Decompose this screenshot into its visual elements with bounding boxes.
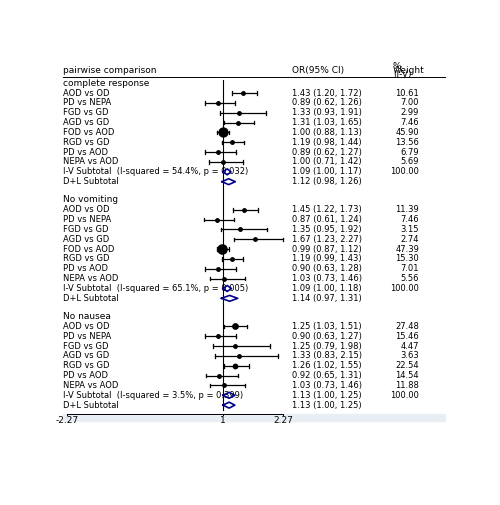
- Text: 100.00: 100.00: [390, 391, 419, 400]
- Text: 0.90 (0.63, 1.28): 0.90 (0.63, 1.28): [292, 264, 362, 273]
- Text: 1.14 (0.97, 1.31): 1.14 (0.97, 1.31): [292, 294, 362, 303]
- Text: FGD vs GD: FGD vs GD: [64, 108, 109, 117]
- Text: AOD vs OD: AOD vs OD: [64, 322, 110, 331]
- Text: 7.01: 7.01: [400, 264, 419, 273]
- Text: 1.67 (1.23, 2.27): 1.67 (1.23, 2.27): [292, 235, 362, 244]
- Text: PD vs NEPA: PD vs NEPA: [64, 332, 112, 341]
- Text: 0.99 (0.87, 1.12): 0.99 (0.87, 1.12): [292, 244, 362, 254]
- Text: 1.00 (0.88, 1.13): 1.00 (0.88, 1.13): [292, 128, 362, 137]
- Text: 13.56: 13.56: [395, 138, 419, 147]
- Text: 7.00: 7.00: [400, 98, 419, 108]
- Text: NEPA vs AOD: NEPA vs AOD: [64, 158, 119, 167]
- Text: 1.33 (0.83, 2.15): 1.33 (0.83, 2.15): [292, 351, 362, 361]
- Text: 0.90 (0.63, 1.27): 0.90 (0.63, 1.27): [292, 332, 362, 341]
- Text: 1: 1: [220, 417, 226, 426]
- Text: 3.63: 3.63: [400, 351, 419, 361]
- Text: 47.39: 47.39: [395, 244, 419, 254]
- Text: 10.61: 10.61: [396, 88, 419, 97]
- Text: AGD vs GD: AGD vs GD: [64, 235, 110, 244]
- Text: 2.99: 2.99: [400, 108, 419, 117]
- Text: (I-V): (I-V): [393, 70, 411, 79]
- Text: 1.25 (1.03, 1.51): 1.25 (1.03, 1.51): [292, 322, 362, 331]
- Text: AOD vs OD: AOD vs OD: [64, 205, 110, 214]
- Text: 6.79: 6.79: [400, 147, 419, 157]
- Text: PD vs AOD: PD vs AOD: [64, 147, 108, 157]
- Text: 5.56: 5.56: [400, 274, 419, 283]
- Text: 27.48: 27.48: [395, 322, 419, 331]
- Text: PD vs AOD: PD vs AOD: [64, 264, 108, 273]
- Text: Weight: Weight: [393, 66, 424, 75]
- Text: 1.19 (0.98, 1.44): 1.19 (0.98, 1.44): [292, 138, 362, 147]
- Text: AGD vs GD: AGD vs GD: [64, 351, 110, 361]
- Text: 1.03 (0.73, 1.46): 1.03 (0.73, 1.46): [292, 381, 362, 390]
- Text: 0.89 (0.62, 1.26): 0.89 (0.62, 1.26): [292, 98, 362, 108]
- Text: pairwise comparison: pairwise comparison: [64, 66, 157, 75]
- Text: 0.89 (0.62, 1.27): 0.89 (0.62, 1.27): [292, 147, 362, 157]
- Text: -2.27: -2.27: [56, 417, 79, 426]
- Text: PD vs NEPA: PD vs NEPA: [64, 98, 112, 108]
- Text: 14.54: 14.54: [396, 371, 419, 380]
- Text: NEPA vs AOD: NEPA vs AOD: [64, 381, 119, 390]
- Text: I-V Subtotal  (I-squared = 54.4%, p = 0.032): I-V Subtotal (I-squared = 54.4%, p = 0.0…: [64, 167, 248, 176]
- Text: 1.13 (1.00, 1.25): 1.13 (1.00, 1.25): [292, 391, 362, 400]
- Text: 0.92 (0.65, 1.31): 0.92 (0.65, 1.31): [292, 371, 362, 380]
- Text: FOD vs AOD: FOD vs AOD: [64, 128, 115, 137]
- Text: %: %: [393, 62, 402, 71]
- Text: D+L Subtotal: D+L Subtotal: [64, 294, 119, 303]
- Text: I-V Subtotal  (I-squared = 65.1%, p = 0.005): I-V Subtotal (I-squared = 65.1%, p = 0.0…: [64, 284, 248, 293]
- Text: 100.00: 100.00: [390, 167, 419, 176]
- Text: OR(95% CI): OR(95% CI): [292, 66, 344, 75]
- Text: D+L Subtotal: D+L Subtotal: [64, 177, 119, 186]
- Text: 1.31 (1.03, 1.65): 1.31 (1.03, 1.65): [292, 118, 362, 127]
- Text: complete response: complete response: [64, 79, 150, 88]
- Text: I-V Subtotal  (I-squared = 3.5%, p = 0.399): I-V Subtotal (I-squared = 3.5%, p = 0.39…: [64, 391, 244, 400]
- Text: FGD vs GD: FGD vs GD: [64, 225, 109, 234]
- Text: AGD vs GD: AGD vs GD: [64, 118, 110, 127]
- Text: 1.25 (0.79, 1.98): 1.25 (0.79, 1.98): [292, 341, 362, 350]
- Text: 1.45 (1.22, 1.73): 1.45 (1.22, 1.73): [292, 205, 362, 214]
- Text: 15.30: 15.30: [396, 255, 419, 264]
- Text: AOD vs OD: AOD vs OD: [64, 88, 110, 97]
- Text: 11.88: 11.88: [395, 381, 419, 390]
- Text: 7.46: 7.46: [400, 118, 419, 127]
- Text: FGD vs GD: FGD vs GD: [64, 341, 109, 350]
- Text: 5.69: 5.69: [400, 158, 419, 167]
- Text: 11.39: 11.39: [396, 205, 419, 214]
- Text: 1.00 (0.71, 1.42): 1.00 (0.71, 1.42): [292, 158, 362, 167]
- Text: No nausea: No nausea: [64, 312, 112, 321]
- Text: PD vs NEPA: PD vs NEPA: [64, 215, 112, 224]
- Text: 1.13 (1.00, 1.25): 1.13 (1.00, 1.25): [292, 400, 362, 410]
- Text: 1.43 (1.20, 1.72): 1.43 (1.20, 1.72): [292, 88, 362, 97]
- Text: 7.46: 7.46: [400, 215, 419, 224]
- Text: 4.47: 4.47: [400, 341, 419, 350]
- Text: 1.26 (1.02, 1.55): 1.26 (1.02, 1.55): [292, 361, 362, 370]
- Text: 1.19 (0.99, 1.43): 1.19 (0.99, 1.43): [292, 255, 362, 264]
- Text: FOD vs AOD: FOD vs AOD: [64, 244, 115, 254]
- Text: 22.54: 22.54: [396, 361, 419, 370]
- Text: 2.74: 2.74: [400, 235, 419, 244]
- Text: 15.46: 15.46: [396, 332, 419, 341]
- Text: 45.90: 45.90: [396, 128, 419, 137]
- Text: 1.12 (0.98, 1.26): 1.12 (0.98, 1.26): [292, 177, 362, 186]
- Text: 1.35 (0.95, 1.92): 1.35 (0.95, 1.92): [292, 225, 362, 234]
- Text: 1.03 (0.73, 1.46): 1.03 (0.73, 1.46): [292, 274, 362, 283]
- Text: D+L Subtotal: D+L Subtotal: [64, 400, 119, 410]
- Text: No vomiting: No vomiting: [64, 195, 118, 205]
- Text: 3.15: 3.15: [400, 225, 419, 234]
- Text: 1.33 (0.93, 1.91): 1.33 (0.93, 1.91): [292, 108, 362, 117]
- Text: NEPA vs AOD: NEPA vs AOD: [64, 274, 119, 283]
- Text: 100.00: 100.00: [390, 284, 419, 293]
- Text: 1.09 (1.00, 1.17): 1.09 (1.00, 1.17): [292, 167, 362, 176]
- Text: RGD vs GD: RGD vs GD: [64, 255, 110, 264]
- Text: RGD vs GD: RGD vs GD: [64, 361, 110, 370]
- Text: 2.27: 2.27: [274, 417, 293, 426]
- Text: RGD vs GD: RGD vs GD: [64, 138, 110, 147]
- Text: 1.09 (1.00, 1.18): 1.09 (1.00, 1.18): [292, 284, 362, 293]
- Text: PD vs AOD: PD vs AOD: [64, 371, 108, 380]
- Text: 0.87 (0.61, 1.24): 0.87 (0.61, 1.24): [292, 215, 362, 224]
